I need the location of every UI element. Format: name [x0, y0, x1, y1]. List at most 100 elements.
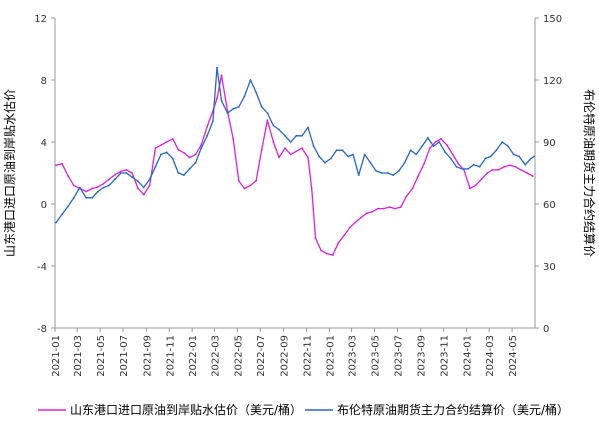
series-2-point — [467, 168, 469, 170]
series-2-point — [206, 134, 209, 137]
series-2-point — [160, 153, 162, 156]
series-2-point — [307, 126, 309, 129]
series-2-point — [533, 155, 535, 158]
series-1-point — [474, 184, 477, 187]
series-2-point — [237, 106, 240, 108]
series-1-point — [232, 138, 235, 140]
series-1-point — [503, 165, 506, 168]
series-2-point — [392, 174, 395, 177]
series-2-point — [455, 165, 458, 168]
x-tick-label: 2023-09 — [417, 335, 428, 377]
series-1-point — [200, 144, 203, 147]
series-1-point — [405, 195, 408, 198]
series-2-point — [137, 180, 140, 183]
x-tick-label: 2024-03 — [485, 335, 496, 377]
series-1-point — [220, 74, 223, 77]
series-2-point — [415, 153, 418, 156]
series-1-point — [142, 193, 145, 196]
series-1-point — [160, 144, 162, 147]
legend-label-2: 布伦特原油期货主力合约结算价（美元/桶） — [337, 402, 569, 417]
series-2-point — [272, 124, 275, 127]
series-1-point — [354, 221, 356, 224]
series-1-point — [237, 179, 240, 182]
series-1-point — [491, 169, 494, 171]
right-tick-label: 120 — [543, 76, 562, 87]
series-1-point — [243, 187, 246, 190]
x-tick-label: 2021-03 — [73, 335, 84, 377]
series-1-point — [371, 210, 374, 213]
series-2-point — [226, 112, 229, 114]
series-1-point — [451, 153, 454, 156]
series-1-point — [85, 190, 88, 193]
series-1-point — [497, 169, 500, 171]
series-1-point — [343, 234, 346, 236]
series-2-point — [72, 196, 75, 199]
series-2-point — [165, 151, 168, 154]
series-2-point — [324, 161, 326, 164]
series-2-point — [148, 178, 151, 181]
series-1-point — [526, 172, 528, 174]
x-tick-label: 2024-01 — [463, 335, 474, 377]
series-2-point — [363, 153, 366, 156]
series-1-point — [289, 153, 292, 156]
left-axis-title: 山东港口进口原油到岸贴水估价 — [3, 89, 17, 257]
series-1-point — [216, 97, 218, 100]
series-2-point — [243, 95, 246, 98]
series-2-point — [421, 145, 424, 148]
series-2-point — [461, 168, 463, 170]
series-2-point — [102, 186, 105, 189]
series-2-point — [154, 165, 157, 168]
series-2-point — [530, 157, 532, 160]
series-2-point — [512, 153, 515, 156]
series-2-point — [194, 161, 197, 164]
series-1-point — [514, 165, 517, 168]
x-tick-label: 2022-01 — [188, 335, 199, 377]
series-2-point — [341, 149, 344, 152]
series-2-point — [67, 205, 70, 208]
series-1-point — [67, 175, 70, 178]
series-1-point — [72, 184, 75, 187]
series-2-point — [427, 137, 429, 139]
series-2-point — [403, 161, 406, 164]
series-1-point — [365, 212, 368, 215]
series-1-point — [411, 187, 414, 190]
series-1-point — [320, 249, 322, 252]
series-1-point — [440, 138, 442, 140]
series-layer — [55, 66, 535, 256]
x-tick-label: 2023-03 — [348, 335, 359, 377]
series-1-point — [165, 141, 168, 143]
series-2-point — [507, 145, 509, 148]
series-2-point — [216, 66, 218, 69]
series-1-point — [119, 170, 122, 173]
series-2-point — [255, 91, 257, 94]
series-2-point — [177, 172, 180, 174]
series-1-point — [284, 147, 286, 150]
series-1-point — [188, 156, 191, 159]
series-1-point — [446, 144, 448, 147]
series-1-point — [194, 153, 197, 156]
x-tick-label: 2023-05 — [370, 335, 381, 377]
series-1-point — [102, 182, 105, 185]
left-tick-label: 0 — [41, 200, 47, 211]
series-2-point — [524, 163, 527, 166]
series-1-point — [388, 206, 391, 209]
right-axis-title: 布伦特原油期货主力合约结算价 — [582, 89, 597, 257]
series-2-point — [131, 176, 134, 179]
series-2-point — [119, 172, 122, 174]
x-tick-label: 2021-01 — [51, 335, 62, 377]
x-tick-label: 2023-01 — [325, 335, 336, 377]
series-1-point — [125, 169, 128, 171]
series-1-point — [61, 162, 63, 165]
series-2-point — [200, 147, 203, 150]
series-1-point — [108, 178, 110, 181]
series-2-point — [484, 157, 487, 160]
x-tick-label: 2022-07 — [256, 335, 267, 377]
left-tick-label: 4 — [41, 138, 47, 149]
series-2-point — [438, 141, 441, 143]
series-2-point — [232, 108, 235, 110]
x-tick-label: 2022-05 — [233, 335, 244, 377]
series-1-point — [307, 156, 309, 159]
series-2-point — [369, 161, 372, 164]
series-2-point — [432, 145, 435, 148]
